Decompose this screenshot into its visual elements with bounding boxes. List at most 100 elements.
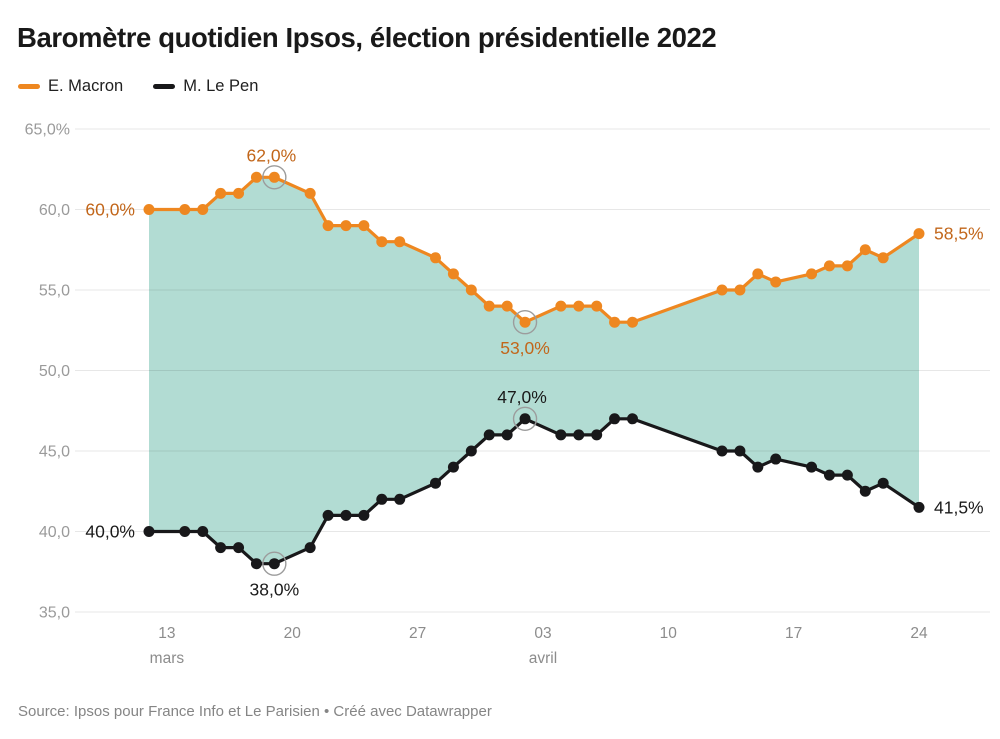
point-e-macron [823, 260, 835, 272]
legend-swatch-macron-icon [18, 84, 40, 89]
point-e-macron [250, 171, 262, 183]
point-m-le-pen [322, 509, 334, 521]
point-e-macron [859, 244, 871, 256]
line-m-le-pen [147, 417, 921, 566]
point-e-macron [573, 300, 585, 312]
point-m-le-pen [430, 477, 442, 489]
point-e-macron [501, 300, 513, 312]
point-e-macron [430, 252, 442, 264]
y-axis-tick-label: 50,0 [39, 363, 70, 380]
point-e-macron [394, 236, 406, 248]
y-axis-tick-label: 60,0 [39, 202, 70, 219]
data-label: 62,0% [247, 145, 297, 165]
point-e-macron [322, 220, 334, 232]
point-m-le-pen [376, 493, 388, 505]
point-e-macron [752, 268, 764, 280]
point-m-le-pen [591, 429, 603, 441]
point-m-le-pen [823, 469, 835, 481]
y-axis-tick-label: 65,0% [25, 122, 70, 139]
point-e-macron [591, 300, 603, 312]
point-e-macron [268, 171, 280, 183]
point-e-macron [197, 204, 209, 215]
source-note: Source: Ipsos pour France Info et Le Par… [18, 703, 492, 720]
x-axis-tick-label: 03 [534, 625, 551, 642]
x-axis-tick-label: 13 [158, 625, 175, 642]
data-label: 38,0% [250, 580, 300, 600]
data-label: 40,0% [85, 522, 135, 542]
point-e-macron [215, 187, 227, 199]
point-e-macron [734, 284, 746, 296]
y-axis-tick-label: 55,0 [39, 283, 70, 300]
data-label: 58,5% [934, 224, 984, 244]
y-axis-tick-label: 45,0 [39, 444, 70, 461]
point-e-macron [304, 187, 316, 199]
point-m-le-pen [197, 526, 209, 537]
point-e-macron [358, 220, 370, 232]
point-m-le-pen [519, 413, 531, 425]
gap-area [149, 177, 919, 564]
point-e-macron [179, 204, 191, 215]
x-axis-month-label: mars [150, 650, 185, 667]
point-m-le-pen [447, 461, 459, 473]
point-e-macron [465, 284, 477, 296]
legend-item-e-macron: E. Macron [18, 77, 123, 96]
point-m-le-pen [268, 558, 280, 570]
x-axis-tick-label: 20 [284, 625, 302, 642]
highlight-ring [512, 406, 538, 431]
point-m-le-pen [752, 461, 764, 473]
point-m-le-pen [555, 429, 567, 441]
point-e-macron [555, 300, 567, 312]
point-e-macron [609, 316, 621, 328]
point-m-le-pen [859, 485, 871, 497]
point-e-macron [376, 236, 388, 248]
point-e-macron [913, 228, 925, 240]
point-e-macron [447, 268, 459, 280]
legend-label-e-macron: E. Macron [48, 77, 124, 95]
point-m-le-pen [626, 413, 638, 425]
y-axis-tick-label: 35,0 [39, 605, 70, 622]
point-m-le-pen [573, 429, 585, 441]
x-axis-tick-label: 10 [660, 625, 678, 642]
point-m-le-pen [841, 469, 853, 481]
point-m-le-pen [143, 526, 155, 537]
point-m-le-pen [609, 413, 621, 425]
highlight-ring [512, 310, 538, 335]
legend-swatch-lepen-icon [153, 84, 176, 89]
chart-title: Baromètre quotidien Ipsos, élection prés… [17, 22, 717, 53]
point-m-le-pen [716, 445, 728, 457]
point-e-macron [806, 268, 818, 280]
point-m-le-pen [770, 453, 782, 465]
point-m-le-pen [358, 509, 370, 521]
point-m-le-pen [501, 429, 513, 441]
point-m-le-pen [340, 509, 352, 521]
point-m-le-pen [734, 445, 746, 457]
point-m-le-pen [483, 429, 495, 441]
point-m-le-pen [913, 501, 925, 513]
point-e-macron [626, 316, 638, 328]
legend-label-m-le-pen: M. Le Pen [183, 77, 259, 95]
highlight-ring [262, 165, 287, 190]
point-e-macron [519, 316, 531, 328]
x-axis-tick-label: 17 [785, 625, 802, 642]
point-m-le-pen [250, 558, 262, 570]
highlight-ring [262, 551, 287, 576]
point-e-macron [233, 187, 245, 199]
line-e-macron [147, 175, 921, 324]
point-e-macron [877, 252, 889, 264]
point-m-le-pen [304, 542, 316, 554]
point-e-macron [340, 220, 352, 232]
point-m-le-pen [215, 542, 227, 554]
legend-item-m-le-pen: M. Le Pen [153, 77, 258, 96]
point-m-le-pen [179, 526, 191, 537]
data-label: 60,0% [85, 200, 135, 220]
data-label: 47,0% [497, 387, 547, 407]
point-e-macron [770, 276, 782, 288]
point-m-le-pen [394, 493, 406, 505]
point-m-le-pen [465, 445, 477, 457]
point-e-macron [716, 284, 728, 296]
point-m-le-pen [233, 542, 245, 554]
x-axis-tick-label: 27 [409, 625, 426, 642]
point-m-le-pen [806, 461, 818, 473]
x-axis-month-label: avril [529, 650, 557, 667]
